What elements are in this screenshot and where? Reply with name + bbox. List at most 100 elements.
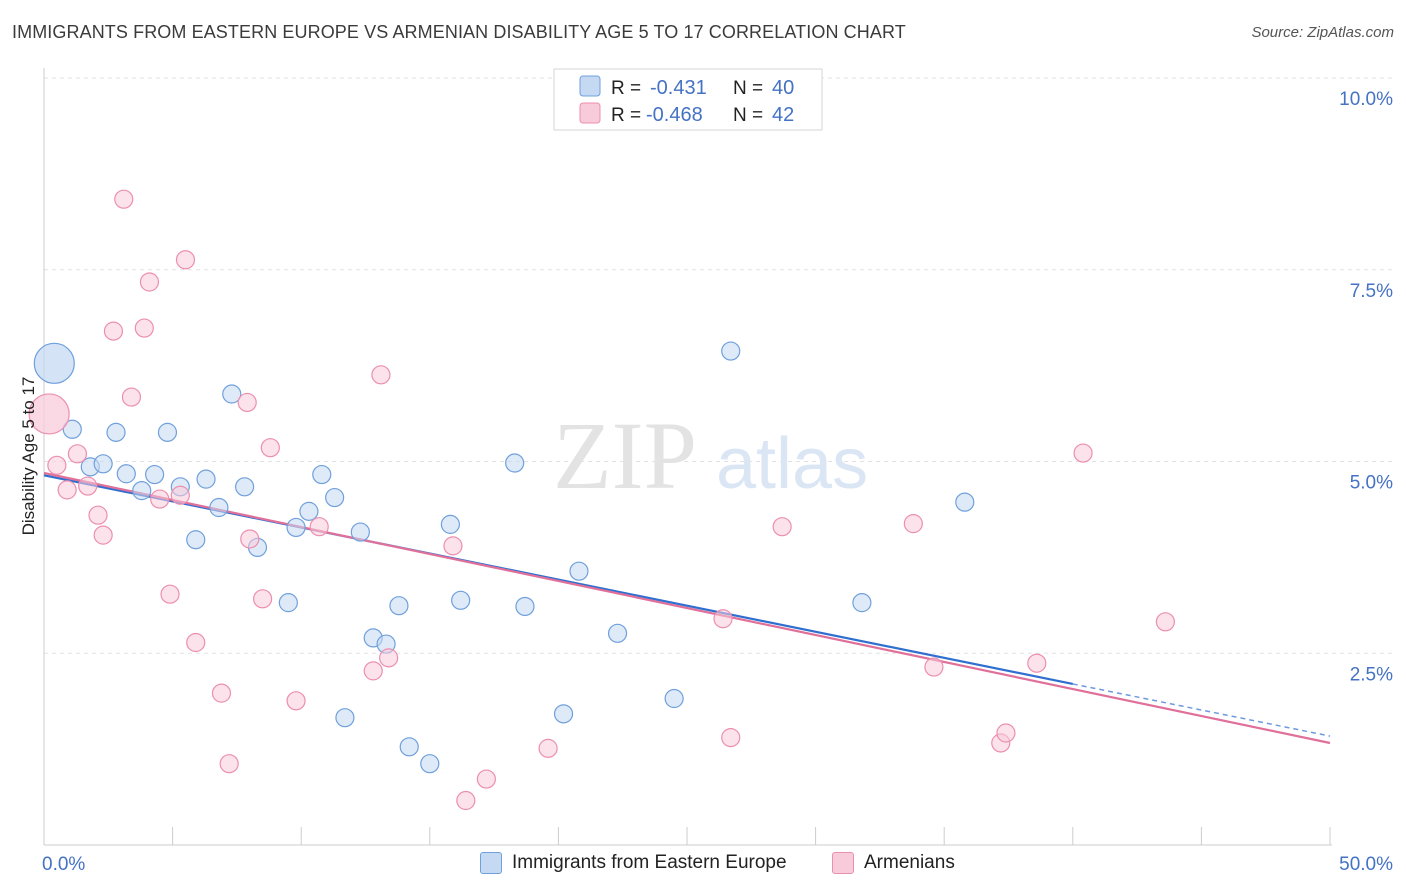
point-immigrants (196, 469, 216, 489)
point-immigrants (33, 342, 75, 384)
watermark-atlas: atlas (716, 424, 868, 504)
point-armenians (309, 517, 329, 537)
point-armenians (219, 754, 239, 774)
trend-lines (43, 471, 1331, 745)
point-armenians (713, 609, 733, 629)
gridlines (44, 77, 1392, 654)
chart-title: IMMIGRANTS FROM EASTERN EUROPE VS ARMENI… (12, 22, 906, 42)
point-armenians (103, 321, 124, 341)
point-immigrants (389, 596, 409, 616)
point-armenians (260, 438, 280, 458)
point-armenians (476, 769, 496, 789)
watermark: ZIP atlas (553, 402, 868, 509)
point-armenians (772, 517, 792, 537)
point-armenians (78, 476, 98, 496)
legend-label-armenians: Armenians (864, 852, 955, 873)
legend-item-immigrants: Immigrants from Eastern Europe (480, 852, 787, 874)
point-armenians (114, 189, 134, 209)
legend-swatch (832, 852, 854, 874)
point-armenians (121, 387, 142, 407)
tick-labels: 2.5% 5.0% 7.5% 10.0% 0.0% 50.0% (42, 89, 1393, 875)
point-armenians (170, 485, 190, 505)
point-armenians (456, 790, 476, 811)
point-armenians (139, 272, 160, 292)
point-armenians (903, 514, 923, 534)
trend-line-armenians (43, 471, 1331, 745)
legend-r-label-armenians: R = (611, 105, 641, 126)
point-armenians (150, 489, 170, 509)
point-immigrants (209, 497, 229, 518)
legend-swatch (480, 852, 502, 874)
point-armenians (371, 365, 391, 385)
point-immigrants (132, 481, 152, 501)
point-armenians (240, 529, 260, 549)
point-immigrants (222, 384, 242, 404)
point-immigrants (186, 530, 206, 550)
point-armenians (57, 480, 77, 500)
point-immigrants (955, 492, 975, 512)
point-immigrants (286, 517, 306, 538)
point-immigrants (278, 593, 298, 613)
point-immigrants (93, 454, 113, 474)
point-armenians (379, 648, 399, 668)
point-armenians (134, 318, 154, 338)
x-tick-label: 50.0% (1339, 854, 1393, 875)
point-immigrants (515, 596, 535, 617)
y-tick-label: 5.0% (1350, 473, 1393, 494)
point-armenians (924, 657, 944, 677)
point-immigrants (505, 453, 525, 473)
point-immigrants (312, 464, 332, 485)
point-immigrants (235, 477, 255, 497)
point-immigrants (721, 341, 741, 361)
source-label: Source: ZipAtlas.com (1251, 24, 1394, 41)
y-axis-label: Disability Age 5 to 17 (19, 377, 38, 536)
point-immigrants (451, 590, 471, 610)
point-armenians (211, 683, 232, 703)
legend-n-label-immigrants: N = (733, 78, 763, 99)
point-armenians (93, 525, 113, 545)
point-armenians (67, 444, 88, 464)
point-armenians (1073, 443, 1093, 463)
point-immigrants (144, 464, 165, 485)
point-armenians (186, 632, 206, 653)
legend-r-label-immigrants: R = (611, 78, 641, 99)
point-armenians (160, 584, 180, 604)
y-tick-label: 7.5% (1350, 281, 1393, 302)
point-immigrants (106, 422, 126, 442)
point-immigrants (335, 708, 355, 728)
point-immigrants (420, 754, 440, 774)
legend-swatch-immigrants (579, 75, 601, 97)
point-immigrants (157, 422, 178, 442)
point-immigrants (664, 688, 684, 709)
point-immigrants (62, 419, 82, 439)
legend-swatch-armenians (579, 102, 601, 124)
point-armenians (286, 691, 306, 711)
point-immigrants (852, 593, 872, 613)
data-points (28, 189, 1175, 811)
legend-n-label-armenians: N = (733, 105, 763, 126)
point-armenians (253, 589, 273, 609)
point-armenians (175, 250, 196, 270)
point-armenians (28, 393, 70, 435)
point-armenians (363, 661, 383, 681)
x-tick-label: 0.0% (42, 854, 85, 875)
point-armenians (996, 723, 1016, 743)
point-immigrants (299, 501, 319, 521)
trend-line-immigrants-extension (1072, 683, 1331, 737)
y-tick-label: 2.5% (1350, 664, 1393, 685)
legend-r-value-armenians: -0.468 (646, 104, 703, 126)
point-armenians (1155, 612, 1175, 632)
axes (43, 68, 1332, 846)
point-immigrants (325, 487, 345, 508)
legend-label-immigrants: Immigrants from Eastern Europe (512, 852, 787, 873)
legend-n-value-armenians: 42 (772, 104, 794, 126)
point-armenians (47, 455, 67, 475)
point-armenians (443, 536, 463, 556)
point-armenians (538, 738, 558, 758)
legend-item-armenians: Armenians (832, 852, 955, 874)
point-immigrants (399, 737, 419, 757)
point-immigrants (116, 464, 136, 484)
point-immigrants (569, 561, 589, 581)
legend-r-value-immigrants: -0.431 (650, 77, 707, 99)
